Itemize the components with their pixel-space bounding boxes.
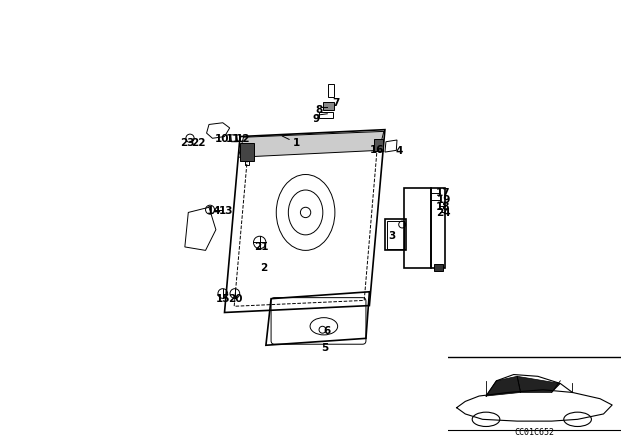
- Text: 13: 13: [219, 206, 234, 216]
- FancyBboxPatch shape: [435, 264, 443, 271]
- Circle shape: [564, 412, 591, 426]
- Text: 12: 12: [236, 134, 251, 144]
- Text: 5: 5: [321, 343, 328, 353]
- Text: 20: 20: [228, 294, 243, 304]
- Text: 8: 8: [316, 105, 323, 115]
- Circle shape: [472, 412, 500, 426]
- Text: 9: 9: [312, 114, 319, 124]
- Text: 19: 19: [436, 195, 451, 205]
- Text: CC01C652: CC01C652: [515, 428, 554, 437]
- Text: 3: 3: [388, 231, 396, 241]
- Text: 1: 1: [292, 138, 300, 148]
- Text: 14: 14: [207, 206, 221, 216]
- FancyBboxPatch shape: [240, 143, 254, 161]
- Text: 23: 23: [180, 138, 195, 148]
- Text: 17: 17: [436, 188, 451, 198]
- Text: 24: 24: [436, 208, 451, 218]
- Text: 11: 11: [225, 134, 240, 144]
- Text: 16: 16: [370, 145, 385, 155]
- FancyBboxPatch shape: [374, 139, 383, 151]
- Text: 7: 7: [332, 98, 339, 108]
- Text: 4: 4: [396, 146, 403, 156]
- Text: 10: 10: [215, 134, 229, 144]
- Text: 15: 15: [216, 294, 230, 304]
- Polygon shape: [517, 376, 561, 392]
- Polygon shape: [486, 376, 520, 396]
- FancyBboxPatch shape: [323, 102, 333, 110]
- Text: 18: 18: [436, 202, 451, 211]
- Polygon shape: [238, 131, 384, 157]
- Text: 21: 21: [255, 242, 269, 252]
- Text: 22: 22: [191, 138, 206, 148]
- Text: 2: 2: [260, 263, 268, 273]
- Text: 6: 6: [323, 326, 330, 336]
